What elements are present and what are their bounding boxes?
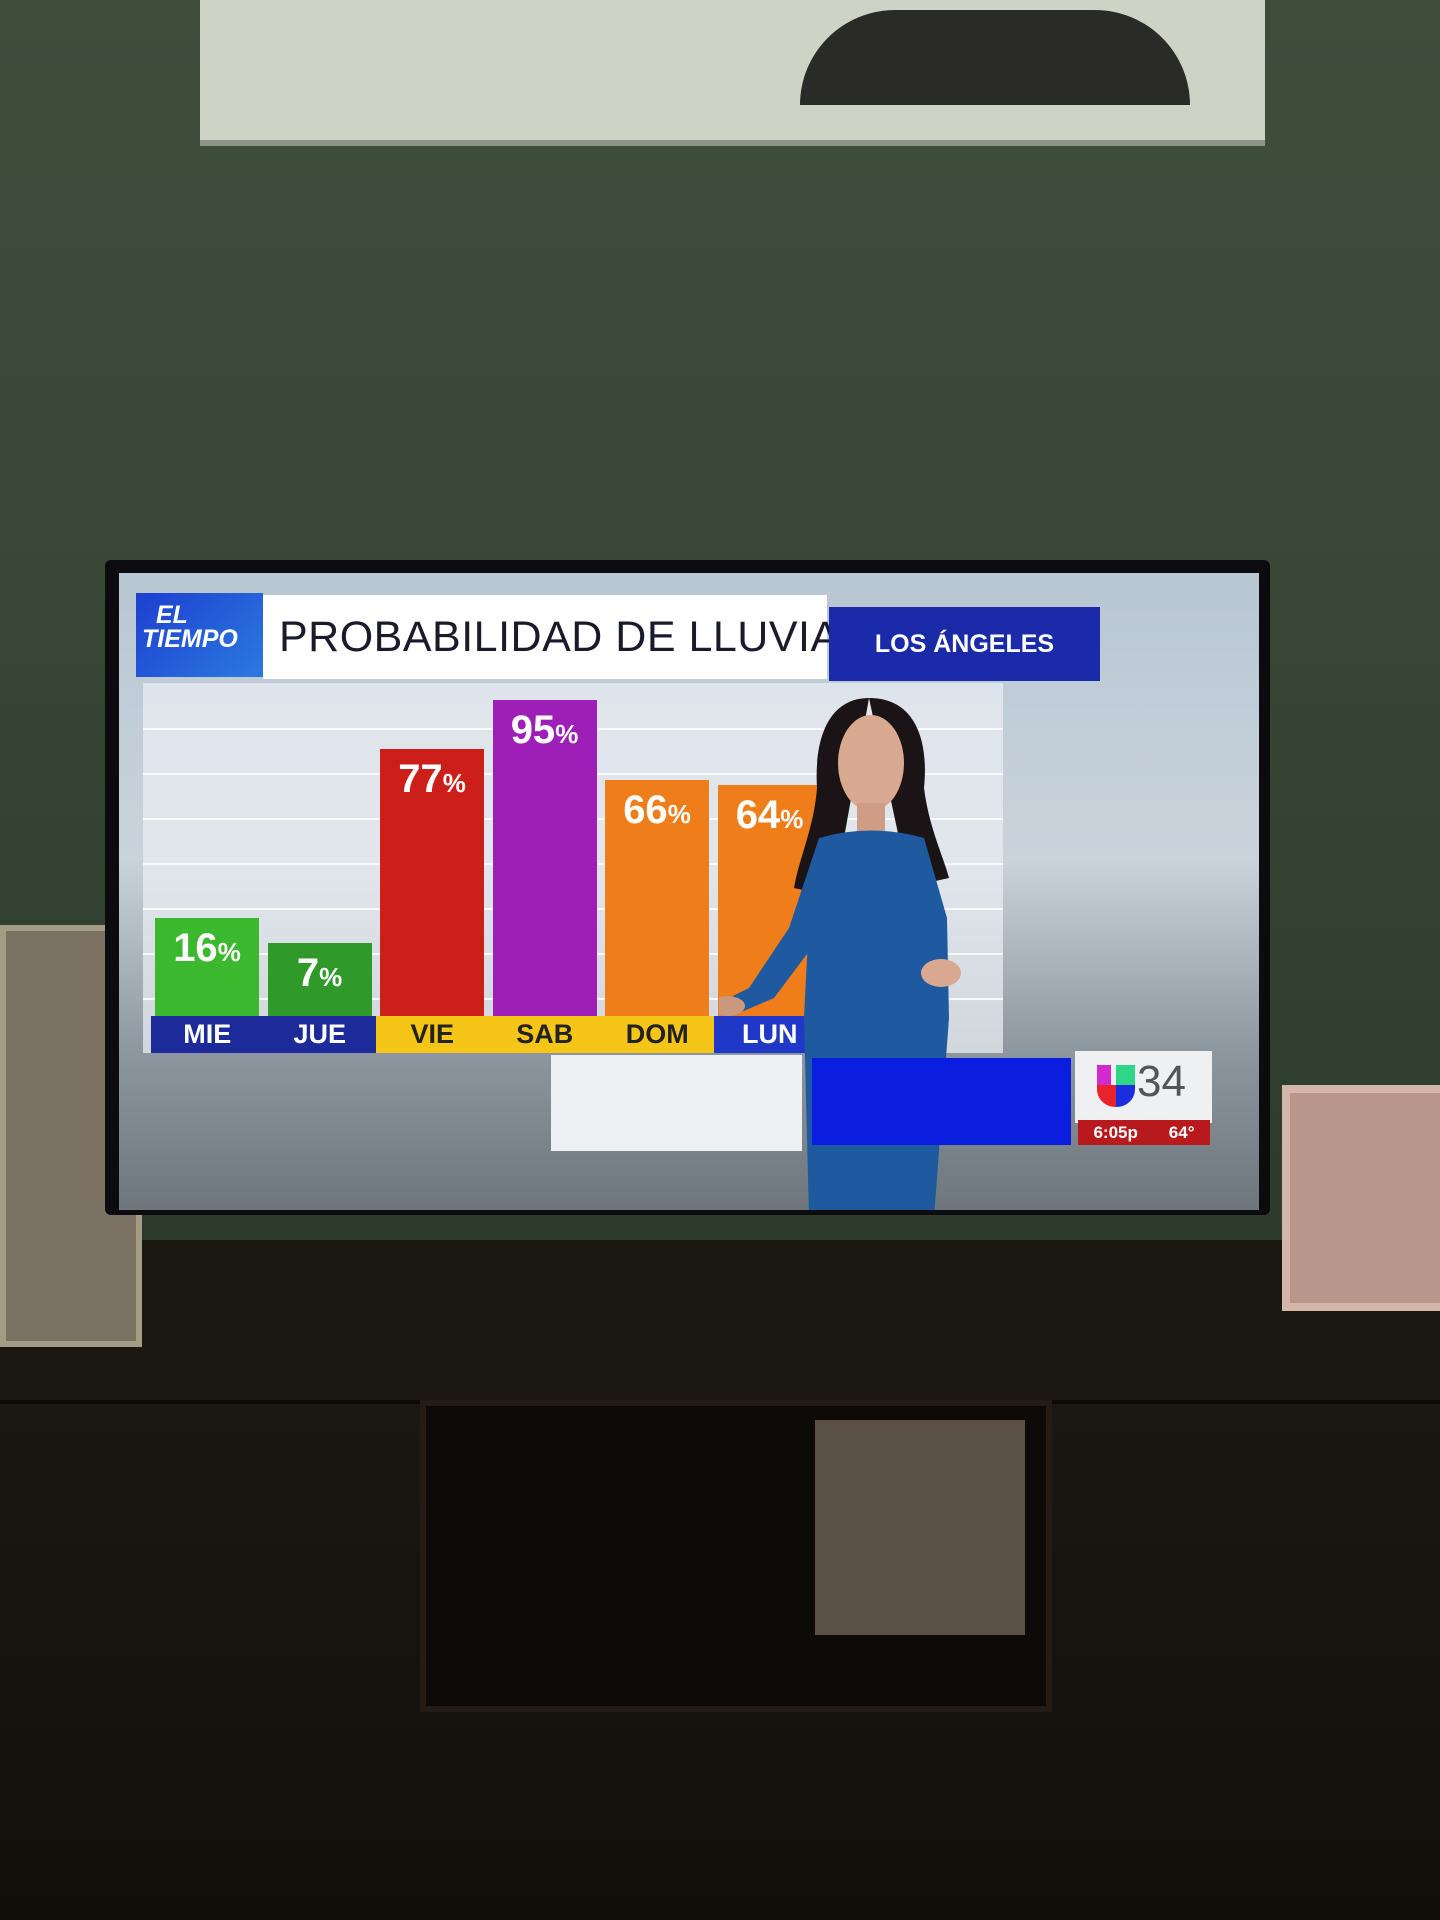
value-unit: % (319, 961, 343, 992)
value-number: 95 (510, 707, 556, 752)
temperature-readout: 64° (1168, 1122, 1195, 1142)
frame-picture (800, 10, 1190, 105)
value-unit: % (555, 718, 579, 749)
lower-third-white-panel (551, 1055, 802, 1151)
logo-line-1: EL (156, 601, 188, 629)
value-unit: % (780, 804, 804, 835)
lower-third-blue-panel (812, 1058, 1071, 1145)
title-box: PROBABILIDAD DE LLUVIA (263, 595, 839, 679)
univision-34-bug: 34 (1075, 1051, 1212, 1123)
time-temp-strip: 6:05p 64° (1078, 1120, 1210, 1145)
value-unit: % (667, 798, 691, 829)
bar-jue: 7% (267, 942, 372, 1016)
value-number: 64 (735, 793, 781, 838)
cardboard-box (815, 1420, 1025, 1635)
tv-screen: EL TIEMPO PROBABILIDAD DE LLUVIA LOS ÁNG… (119, 573, 1259, 1210)
day-label-vie: VIE (376, 1016, 489, 1053)
value-number: 77 (398, 757, 443, 802)
photo-frame-right (1282, 1085, 1440, 1311)
channel-number: 34 (1137, 1057, 1186, 1106)
value-number: 66 (623, 787, 668, 832)
value-unit: % (442, 768, 466, 799)
bar-dom: 66% (605, 779, 709, 1016)
univision-logo-icon (1097, 1065, 1135, 1107)
logo-line-2: TIEMPO (142, 625, 238, 653)
value-unit: % (217, 936, 241, 967)
location-label: LOS ÁNGELES (829, 607, 1100, 681)
value-number: 7 (296, 950, 320, 995)
wall-picture-frame (200, 0, 1265, 146)
bar-mie: 16% (155, 917, 259, 1016)
cabinet-top (0, 1240, 1440, 1404)
day-label-sab: SAB (488, 1016, 601, 1053)
day-label-mie: MIE (151, 1016, 264, 1053)
bar-sab: 95% (492, 699, 597, 1016)
bar-value-label: 77% (380, 757, 484, 802)
bar-value-label: 7% (268, 951, 372, 996)
el-tiempo-logo: EL TIEMPO (136, 593, 263, 677)
bar-value-label: 66% (605, 788, 709, 833)
bar-value-label: 64% (718, 793, 822, 838)
bar-value-label: 16% (155, 926, 259, 971)
bar-vie: 77% (380, 749, 484, 1016)
value-number: 16 (173, 925, 218, 970)
chart-title: PROBABILIDAD DE LLUVIA (279, 613, 840, 661)
day-label-dom: DOM (601, 1016, 714, 1053)
time-readout: 6:05p (1093, 1122, 1138, 1142)
day-label-jue: JUE (263, 1016, 376, 1053)
bar-value-label: 95% (493, 708, 597, 753)
